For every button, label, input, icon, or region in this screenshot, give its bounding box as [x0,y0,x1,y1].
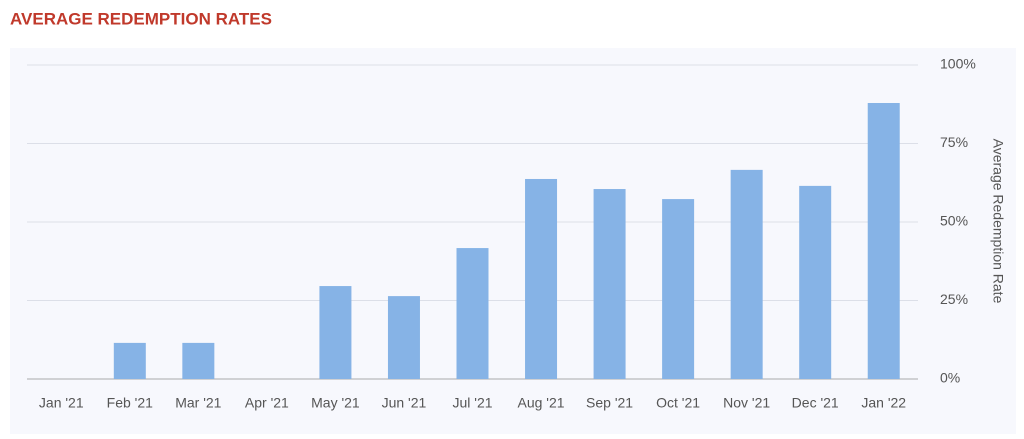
chart-title: AVERAGE REDEMPTION RATES [10,9,272,28]
bar [662,199,695,379]
bar [730,169,763,379]
x-tick-label: Apr '21 [245,395,289,411]
x-tick-label: Aug '21 [518,395,565,411]
x-tick-label: May '21 [311,395,360,411]
x-tick-label: Nov '21 [723,395,770,411]
bar [182,342,215,379]
bar [593,189,626,379]
y-axis-label: Average Redemption Rate [990,139,1006,304]
bar [867,102,900,379]
x-tick-label: Jun '21 [382,395,427,411]
x-tick-label: Mar '21 [175,395,221,411]
bar [456,248,489,379]
x-tick-label: Sep '21 [586,395,633,411]
bar [387,296,420,379]
x-tick-label: Dec '21 [792,395,839,411]
y-tick-label: 100% [940,56,976,72]
x-tick-label: Jul '21 [452,395,492,411]
bar [525,178,558,379]
y-tick-label: 0% [940,370,960,386]
y-tick-label: 75% [940,134,968,150]
x-tick-label: Jan '21 [39,395,84,411]
x-tick-label: Feb '21 [107,395,153,411]
y-tick-label: 25% [940,291,968,307]
x-tick-label: Jan '22 [861,395,906,411]
x-tick-label: Oct '21 [656,395,700,411]
bar [799,185,832,379]
bar [319,286,352,379]
y-tick-label: 50% [940,213,968,229]
bar [113,342,146,379]
plot-background [10,48,1016,434]
